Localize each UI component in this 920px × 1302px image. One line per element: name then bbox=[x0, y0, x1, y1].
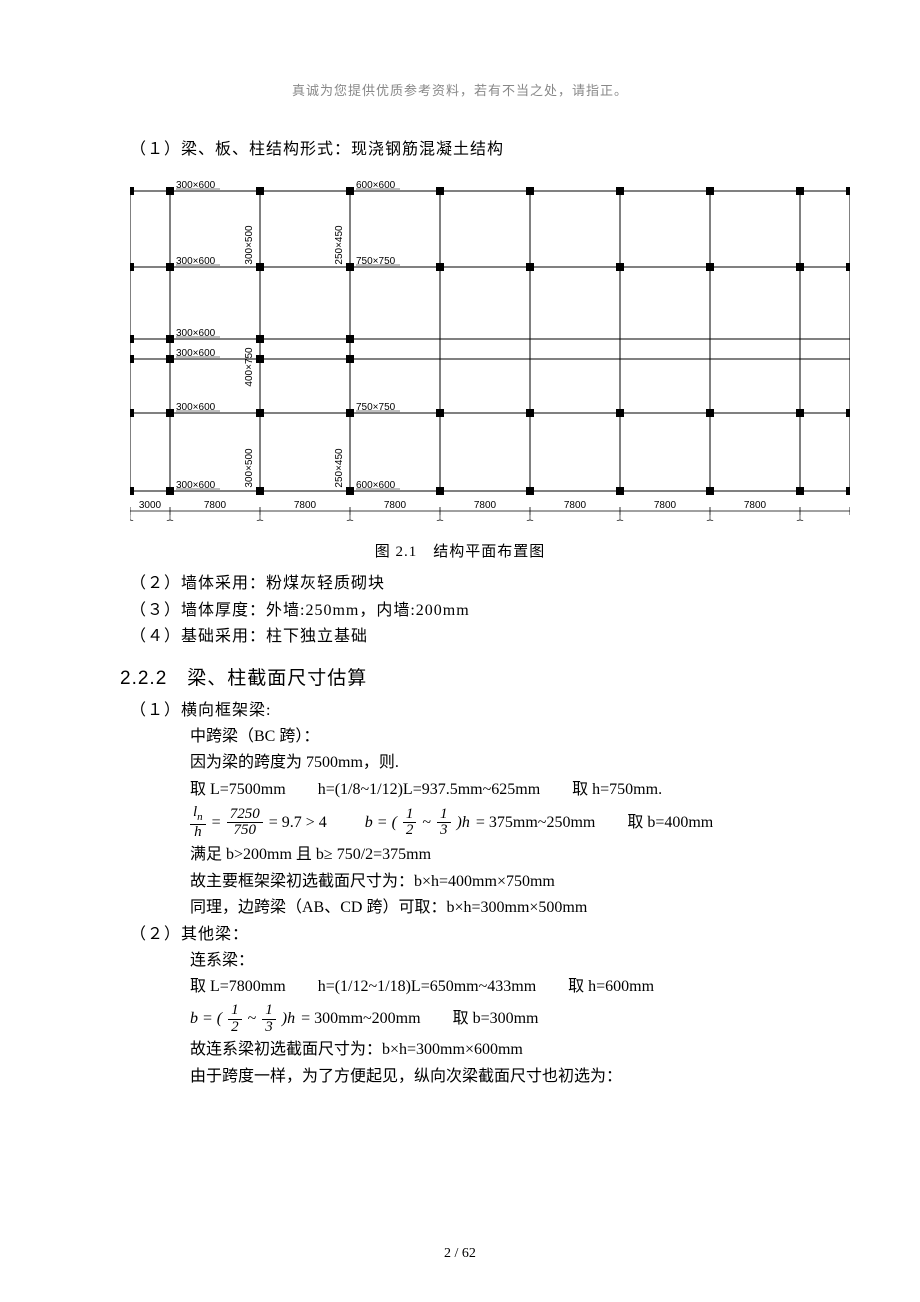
svg-text:300×600: 300×600 bbox=[176, 181, 216, 191]
frac-ln-h: ln h bbox=[190, 805, 206, 840]
svg-text:300×600: 300×600 bbox=[176, 256, 216, 267]
eq-tail3: = 300mm~200mm 取 b=300mm bbox=[301, 1008, 538, 1030]
calc-p1b: 因为梁的跨度为 7500mm，则. bbox=[190, 752, 850, 774]
page-number: 2 / 62 bbox=[0, 1246, 920, 1262]
calc-p1f: 故主要框架梁初选截面尺寸为：b×h=400mm×750mm bbox=[190, 871, 850, 893]
calc-block-2: 连系梁： 取 L=7800mm h=(1/12~1/18)L=650mm~433… bbox=[190, 950, 850, 1088]
frac-half-2: 1 2 bbox=[228, 1003, 242, 1036]
calc-p1c: 取 L=7500mm h=(1/8~1/12)L=937.5mm~625mm 取… bbox=[190, 779, 850, 801]
b-eq-open2: b = ( bbox=[190, 1008, 222, 1030]
calc-p2a: 连系梁： bbox=[190, 950, 850, 972]
eq-tail2: = 375mm~250mm 取 b=400mm bbox=[476, 812, 713, 834]
figure-2-1: 300×600 600×600 300×600 750×750 300×600 300×6… bbox=[130, 181, 850, 526]
eq-tail: = 9.7 > 4 bbox=[269, 812, 359, 834]
svg-text:7800: 7800 bbox=[294, 500, 317, 511]
calc-p2e: 由于跨度一样，为了方便起见，纵向次梁截面尺寸也初选为： bbox=[190, 1066, 850, 1088]
item-3: （３）墙体厚度：外墙:250mm，内墙:200mm bbox=[130, 600, 850, 622]
calc-p2b: 取 L=7800mm h=(1/12~1/18)L=650mm~433mm 取 … bbox=[190, 976, 850, 998]
section-2-2-2: 2.2.2 梁、柱截面尺寸估算 bbox=[120, 663, 850, 690]
calc-p2-head: （２）其他梁： bbox=[130, 924, 850, 946]
frac-7250-750: 7250 750 bbox=[227, 807, 263, 840]
svg-text:7800: 7800 bbox=[384, 500, 407, 511]
svg-text:7800: 7800 bbox=[744, 500, 767, 511]
svg-text:300×500: 300×500 bbox=[244, 225, 255, 265]
svg-text:3000: 3000 bbox=[139, 500, 162, 511]
calc-p1e: 满足 b>200mm 且 b≥ 750/2=375mm bbox=[190, 844, 850, 866]
svg-text:300×600: 300×600 bbox=[176, 480, 216, 491]
page: 真诚为您提供优质参考资料，若有不当之处，请指正。 （１）梁、板、柱结构形式：现浇… bbox=[0, 0, 920, 1302]
header-note: 真诚为您提供优质参考资料，若有不当之处，请指正。 bbox=[70, 80, 850, 99]
item-2: （２）墙体采用：粉煤灰轻质砌块 bbox=[130, 573, 850, 595]
calc-block-1: 中跨梁（BC 跨）： 因为梁的跨度为 7500mm，则. 取 L=7500mm … bbox=[190, 726, 850, 920]
figure-caption: 图 2.1 结构平面布置图 bbox=[70, 540, 850, 561]
svg-text:7800: 7800 bbox=[654, 500, 677, 511]
frac-third: 1 3 bbox=[437, 807, 451, 840]
b-eq-open: b = ( bbox=[365, 812, 397, 834]
calc-p1a: 中跨梁（BC 跨）： bbox=[190, 726, 850, 748]
calc-p1d: ln h = 7250 750 = 9.7 > 4 b = ( 1 2 ~ 1 … bbox=[190, 805, 850, 840]
svg-text:300×500: 300×500 bbox=[244, 448, 255, 488]
svg-text:400×750: 400×750 bbox=[244, 347, 255, 387]
svg-text:300×600: 300×600 bbox=[176, 328, 216, 339]
svg-text:250×450: 250×450 bbox=[334, 225, 345, 265]
calc-p2c: b = ( 1 2 ~ 1 3 )h = 300mm~200mm 取 b=300… bbox=[190, 1003, 850, 1036]
item-4: （４）基础采用：柱下独立基础 bbox=[130, 626, 850, 648]
calc-p1g: 同理，边跨梁（AB、CD 跨）可取：b×h=300mm×500mm bbox=[190, 897, 850, 919]
frac-third-2: 1 3 bbox=[262, 1003, 276, 1036]
svg-text:300×600: 300×600 bbox=[176, 402, 216, 413]
calc-p2d: 故连系梁初选截面尺寸为：b×h=300mm×600mm bbox=[190, 1039, 850, 1061]
svg-text:750×750: 750×750 bbox=[356, 256, 396, 267]
svg-text:750×750: 750×750 bbox=[356, 402, 396, 413]
svg-text:600×600: 600×600 bbox=[356, 480, 396, 491]
calc-p1-head: （１）横向框架梁: bbox=[130, 700, 850, 722]
svg-text:7800: 7800 bbox=[474, 500, 497, 511]
svg-text:600×600: 600×600 bbox=[356, 181, 396, 191]
svg-text:250×450: 250×450 bbox=[334, 448, 345, 488]
frac-half: 1 2 bbox=[403, 807, 417, 840]
item-1: （１）梁、板、柱结构形式：现浇钢筋混凝土结构 bbox=[130, 139, 850, 161]
structural-plan-svg: 300×600 600×600 300×600 750×750 300×600 300×6… bbox=[130, 181, 850, 521]
svg-text:300×600: 300×600 bbox=[176, 348, 216, 359]
svg-text:7800: 7800 bbox=[204, 500, 227, 511]
svg-text:7800: 7800 bbox=[564, 500, 587, 511]
